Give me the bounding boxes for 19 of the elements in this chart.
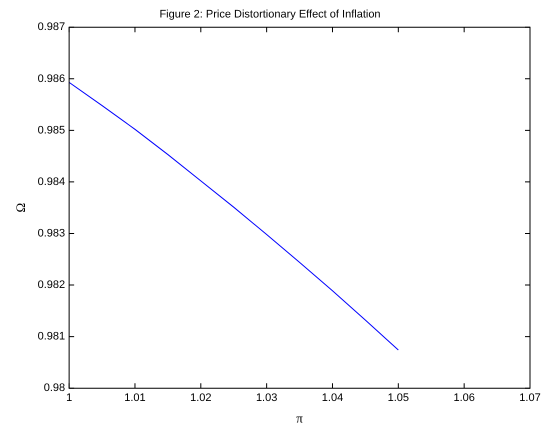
x-tick-label: 1.03 [256, 392, 278, 404]
x-tick-label: 1.06 [453, 392, 475, 404]
y-axis-title: Ω [13, 202, 28, 213]
chart-title: Figure 2: Price Distortionary Effect of Inflation [159, 8, 381, 21]
y-tick-label: 0.986 [38, 72, 66, 85]
y-tick-label: 0.983 [38, 228, 66, 240]
x-tick-label: 1.02 [190, 392, 212, 404]
y-tick-label: 0.985 [38, 124, 66, 136]
x-tick-label: 1.05 [388, 392, 410, 404]
y-tick-label: 0.982 [38, 279, 66, 292]
x-tick-label: 1.01 [124, 392, 146, 404]
y-tick-label: 0.987 [38, 21, 66, 34]
y-tick-label: 0.981 [38, 330, 66, 343]
x-tick-label: 1 [66, 392, 72, 404]
x-tick-label: 1.04 [322, 392, 344, 404]
x-axis-title: π [296, 410, 304, 426]
y-tick-label: 0.984 [38, 176, 66, 188]
y-tick-label: 0.98 [44, 382, 66, 394]
x-tick-label: 1.07 [519, 392, 541, 404]
